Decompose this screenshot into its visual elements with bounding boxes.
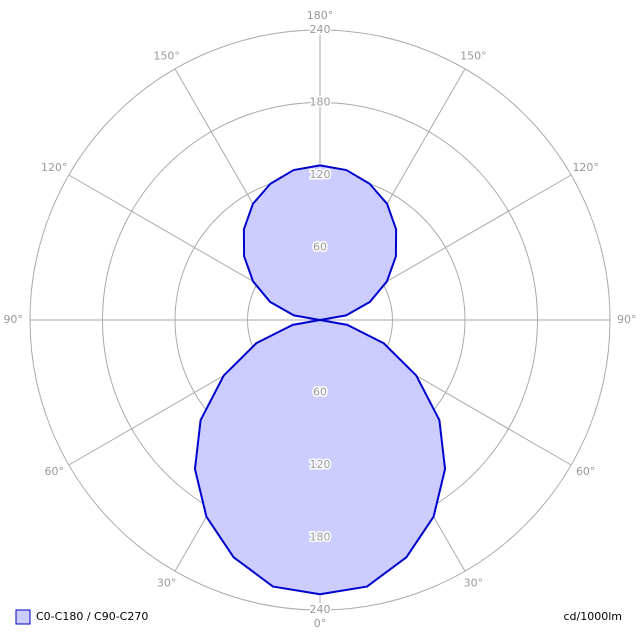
angle-tick-label: 0° xyxy=(314,617,327,630)
angle-tick-label: 150° xyxy=(153,50,180,63)
angle-tick-label: 120° xyxy=(572,161,599,174)
r-tick-label: 60 xyxy=(313,386,327,399)
angle-tick-label: 30° xyxy=(464,576,484,589)
angle-tick-label: 90° xyxy=(617,313,637,326)
angle-tick-label: 120° xyxy=(41,161,68,174)
unit-label: cd/1000lm xyxy=(563,610,622,623)
legend-label: C0-C180 / C90-C270 xyxy=(36,610,148,623)
r-tick-label: 180 xyxy=(310,531,331,544)
angle-tick-label: 60° xyxy=(45,465,65,478)
angle-tick-label: 150° xyxy=(460,50,487,63)
intensity-curve xyxy=(319,164,447,596)
grid-ring xyxy=(29,29,611,611)
angle-tick-label: 30° xyxy=(157,576,177,589)
r-tick-label: 120 xyxy=(310,458,331,471)
angle-tick-label: 90° xyxy=(3,313,23,326)
legend-swatch xyxy=(15,609,31,625)
intensity-curve xyxy=(193,164,321,596)
r-tick-label: 240 xyxy=(310,23,331,36)
r-tick-label: 240 xyxy=(310,603,331,616)
r-tick-label: 60 xyxy=(313,241,327,254)
angle-tick-label: 180° xyxy=(307,9,334,22)
r-tick-label: 120 xyxy=(310,168,331,181)
r-tick-label: 180 xyxy=(310,96,331,109)
angle-tick-label: 60° xyxy=(576,465,596,478)
